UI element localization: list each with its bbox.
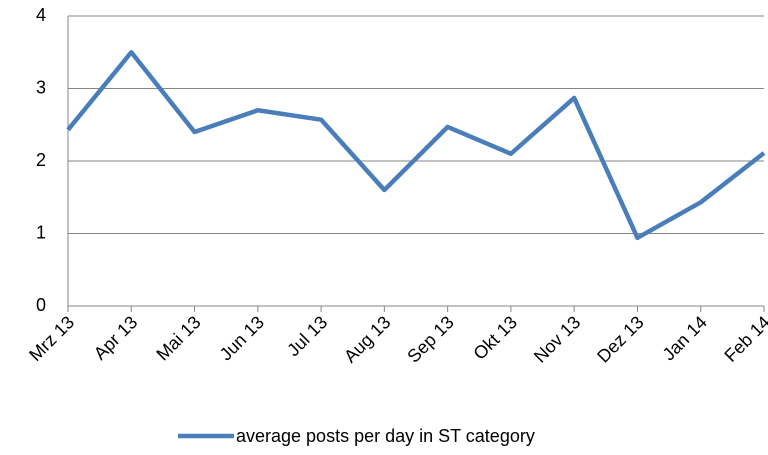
x-tick-label: Jun 13	[216, 312, 268, 364]
x-tick-label: Apr 13	[90, 312, 142, 364]
data-line	[66, 50, 766, 241]
y-tick-label: 0	[36, 295, 46, 315]
x-tick-label: Dez 13	[593, 312, 647, 366]
x-tick-label: Jul 13	[283, 312, 331, 360]
y-tick-label: 4	[36, 5, 46, 25]
x-tick-label: Nov 13	[530, 312, 584, 366]
x-tick-label: Okt 13	[469, 312, 521, 364]
x-tick-label: Mai 13	[152, 312, 204, 364]
x-tick-label: Aug 13	[340, 312, 394, 366]
x-tick-label: Mrz 13	[25, 312, 78, 365]
x-tick-label: Feb 14	[720, 312, 768, 366]
y-tick-label: 3	[36, 77, 46, 97]
y-tick-label: 1	[36, 222, 46, 242]
x-tick-label: Jan 14	[659, 312, 711, 364]
legend-label: average posts per day in ST category	[236, 426, 535, 446]
x-tick-label: Sep 13	[403, 312, 457, 366]
y-tick-label: 2	[36, 150, 46, 170]
